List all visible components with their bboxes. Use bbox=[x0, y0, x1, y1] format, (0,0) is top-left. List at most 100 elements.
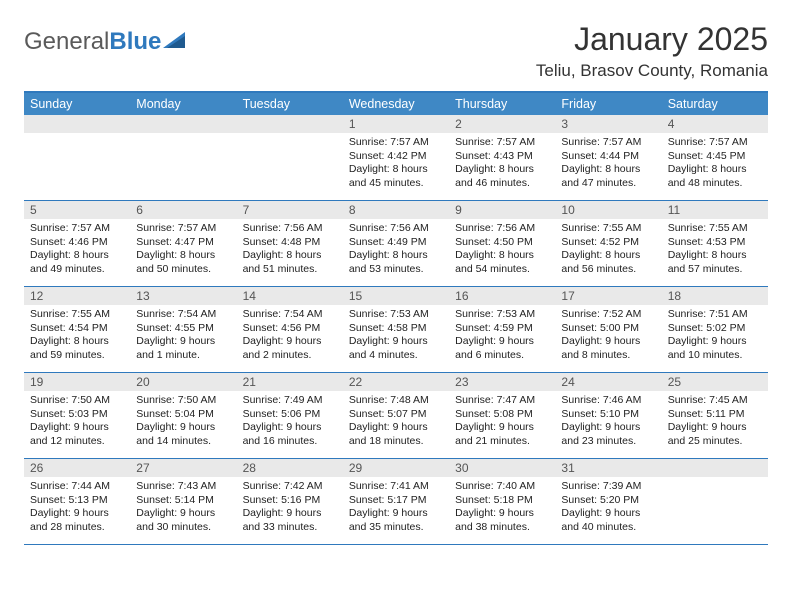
calendar-cell: 24Sunrise: 7:46 AMSunset: 5:10 PMDayligh… bbox=[555, 373, 661, 459]
day-number bbox=[130, 115, 236, 133]
daylight-text: and 54 minutes. bbox=[455, 263, 549, 277]
daylight-text: Daylight: 8 hours bbox=[243, 249, 337, 263]
daylight-text: and 12 minutes. bbox=[30, 435, 124, 449]
sunrise-text: Sunrise: 7:54 AM bbox=[136, 308, 230, 322]
day-number: 28 bbox=[237, 459, 343, 477]
calendar-cell bbox=[662, 459, 768, 545]
sunrise-text: Sunrise: 7:50 AM bbox=[136, 394, 230, 408]
calendar-cell: 16Sunrise: 7:53 AMSunset: 4:59 PMDayligh… bbox=[449, 287, 555, 373]
calendar-cell: 22Sunrise: 7:48 AMSunset: 5:07 PMDayligh… bbox=[343, 373, 449, 459]
weekday-header: Wednesday bbox=[343, 93, 449, 115]
daylight-text: and 23 minutes. bbox=[561, 435, 655, 449]
day-number: 21 bbox=[237, 373, 343, 391]
daylight-text: and 4 minutes. bbox=[349, 349, 443, 363]
daylight-text: Daylight: 8 hours bbox=[136, 249, 230, 263]
day-number: 26 bbox=[24, 459, 130, 477]
calendar-cell: 28 Sunrise: 7:42 AMSunset: 5:16 PMDayligh… bbox=[237, 459, 343, 545]
sunrise-text: Sunrise: 7:57 AM bbox=[136, 222, 230, 236]
daylight-text: and 59 minutes. bbox=[30, 349, 124, 363]
daylight-text: Daylight: 8 hours bbox=[349, 163, 443, 177]
daylight-text: Daylight: 8 hours bbox=[349, 249, 443, 263]
calendar-cell: 25Sunrise: 7:45 AMSunset: 5:11 PMDayligh… bbox=[662, 373, 768, 459]
sunset-text: Sunset: 4:42 PM bbox=[349, 150, 443, 164]
sunrise-text: Sunrise: 7:43 AM bbox=[136, 480, 230, 494]
sunset-text: Sunset: 4:47 PM bbox=[136, 236, 230, 250]
day-number: 1 bbox=[343, 115, 449, 133]
daylight-text: Daylight: 9 hours bbox=[668, 421, 762, 435]
daylight-text: and 49 minutes. bbox=[30, 263, 124, 277]
day-number: 27 bbox=[130, 459, 236, 477]
calendar-cell: 7Sunrise: 7:56 AMSunset: 4:48 PMDaylight… bbox=[237, 201, 343, 287]
day-number bbox=[662, 459, 768, 477]
sunrise-text: Sunrise: 7:55 AM bbox=[30, 308, 124, 322]
day-number: 15 bbox=[343, 287, 449, 305]
weekday-header: Saturday bbox=[662, 93, 768, 115]
sunset-text: Sunset: 4:53 PM bbox=[668, 236, 762, 250]
sunrise-text: Sunrise: 7:56 AM bbox=[455, 222, 549, 236]
sunrise-text: Sunrise: 7:47 AM bbox=[455, 394, 549, 408]
logo-word-2: Blue bbox=[109, 28, 161, 55]
sunrise-text: Sunrise: 7:54 AM bbox=[243, 308, 337, 322]
sunrise-text: Sunrise: 7:57 AM bbox=[349, 136, 443, 150]
daylight-text: and 57 minutes. bbox=[668, 263, 762, 277]
calendar-cell bbox=[24, 115, 130, 201]
sunset-text: Sunset: 5:02 PM bbox=[668, 322, 762, 336]
sunrise-text: Sunrise: 7:46 AM bbox=[561, 394, 655, 408]
sunset-text: Sunset: 4:44 PM bbox=[561, 150, 655, 164]
daylight-text: and 35 minutes. bbox=[349, 521, 443, 535]
sunset-text: Sunset: 4:48 PM bbox=[243, 236, 337, 250]
calendar-cell bbox=[237, 115, 343, 201]
calendar-cell: 15Sunrise: 7:53 AMSunset: 4:58 PMDayligh… bbox=[343, 287, 449, 373]
sunrise-text: Sunrise: 7:45 AM bbox=[668, 394, 762, 408]
calendar-cell: 23Sunrise: 7:47 AMSunset: 5:08 PMDayligh… bbox=[449, 373, 555, 459]
daylight-text: Daylight: 9 hours bbox=[349, 507, 443, 521]
sunrise-text: Sunrise: 7:55 AM bbox=[561, 222, 655, 236]
daylight-text: and 53 minutes. bbox=[349, 263, 443, 277]
calendar-cell bbox=[130, 115, 236, 201]
day-number: 3 bbox=[555, 115, 661, 133]
day-number: 5 bbox=[24, 201, 130, 219]
calendar-cell: 27Sunrise: 7:43 AMSunset: 5:14 PMDayligh… bbox=[130, 459, 236, 545]
logo-triangle-icon bbox=[163, 30, 189, 55]
header: GeneralBlue January 2025 Teliu, Brasov C… bbox=[24, 22, 768, 81]
daylight-text: and 2 minutes. bbox=[243, 349, 337, 363]
day-number: 18 bbox=[662, 287, 768, 305]
calendar-cell: 8Sunrise: 7:56 AMSunset: 4:49 PMDaylight… bbox=[343, 201, 449, 287]
sunrise-text: Sunrise: 7:55 AM bbox=[668, 222, 762, 236]
sunrise-text: Sunrise: 7:42 AM bbox=[243, 480, 337, 494]
sunset-text: Sunset: 4:50 PM bbox=[455, 236, 549, 250]
daylight-text: and 21 minutes. bbox=[455, 435, 549, 449]
day-number: 30 bbox=[449, 459, 555, 477]
daylight-text: and 46 minutes. bbox=[455, 177, 549, 191]
daylight-text: Daylight: 9 hours bbox=[243, 507, 337, 521]
daylight-text: and 33 minutes. bbox=[243, 521, 337, 535]
day-number: 17 bbox=[555, 287, 661, 305]
sunset-text: Sunset: 4:55 PM bbox=[136, 322, 230, 336]
sunset-text: Sunset: 5:10 PM bbox=[561, 408, 655, 422]
calendar-cell: 20Sunrise: 7:50 AMSunset: 5:04 PMDayligh… bbox=[130, 373, 236, 459]
calendar-cell: 4Sunrise: 7:57 AMSunset: 4:45 PMDaylight… bbox=[662, 115, 768, 201]
calendar-cell: 2Sunrise: 7:57 AMSunset: 4:43 PMDaylight… bbox=[449, 115, 555, 201]
sunrise-text: Sunrise: 7:56 AM bbox=[243, 222, 337, 236]
day-number bbox=[24, 115, 130, 133]
sunrise-text: Sunrise: 7:41 AM bbox=[349, 480, 443, 494]
day-number: 23 bbox=[449, 373, 555, 391]
day-number: 2 bbox=[449, 115, 555, 133]
sunset-text: Sunset: 5:17 PM bbox=[349, 494, 443, 508]
daylight-text: Daylight: 9 hours bbox=[30, 507, 124, 521]
sunrise-text: Sunrise: 7:57 AM bbox=[30, 222, 124, 236]
day-number: 22 bbox=[343, 373, 449, 391]
sunset-text: Sunset: 4:43 PM bbox=[455, 150, 549, 164]
sunset-text: Sunset: 5:16 PM bbox=[243, 494, 337, 508]
calendar-cell: 5Sunrise: 7:57 AMSunset: 4:46 PMDaylight… bbox=[24, 201, 130, 287]
sunset-text: Sunset: 4:46 PM bbox=[30, 236, 124, 250]
daylight-text: Daylight: 9 hours bbox=[30, 421, 124, 435]
day-number: 14 bbox=[237, 287, 343, 305]
daylight-text: and 38 minutes. bbox=[455, 521, 549, 535]
daylight-text: and 28 minutes. bbox=[30, 521, 124, 535]
daylight-text: Daylight: 9 hours bbox=[136, 507, 230, 521]
sunrise-text: Sunrise: 7:57 AM bbox=[668, 136, 762, 150]
sunrise-text: Sunrise: 7:50 AM bbox=[30, 394, 124, 408]
day-number: 4 bbox=[662, 115, 768, 133]
daylight-text: Daylight: 9 hours bbox=[243, 335, 337, 349]
